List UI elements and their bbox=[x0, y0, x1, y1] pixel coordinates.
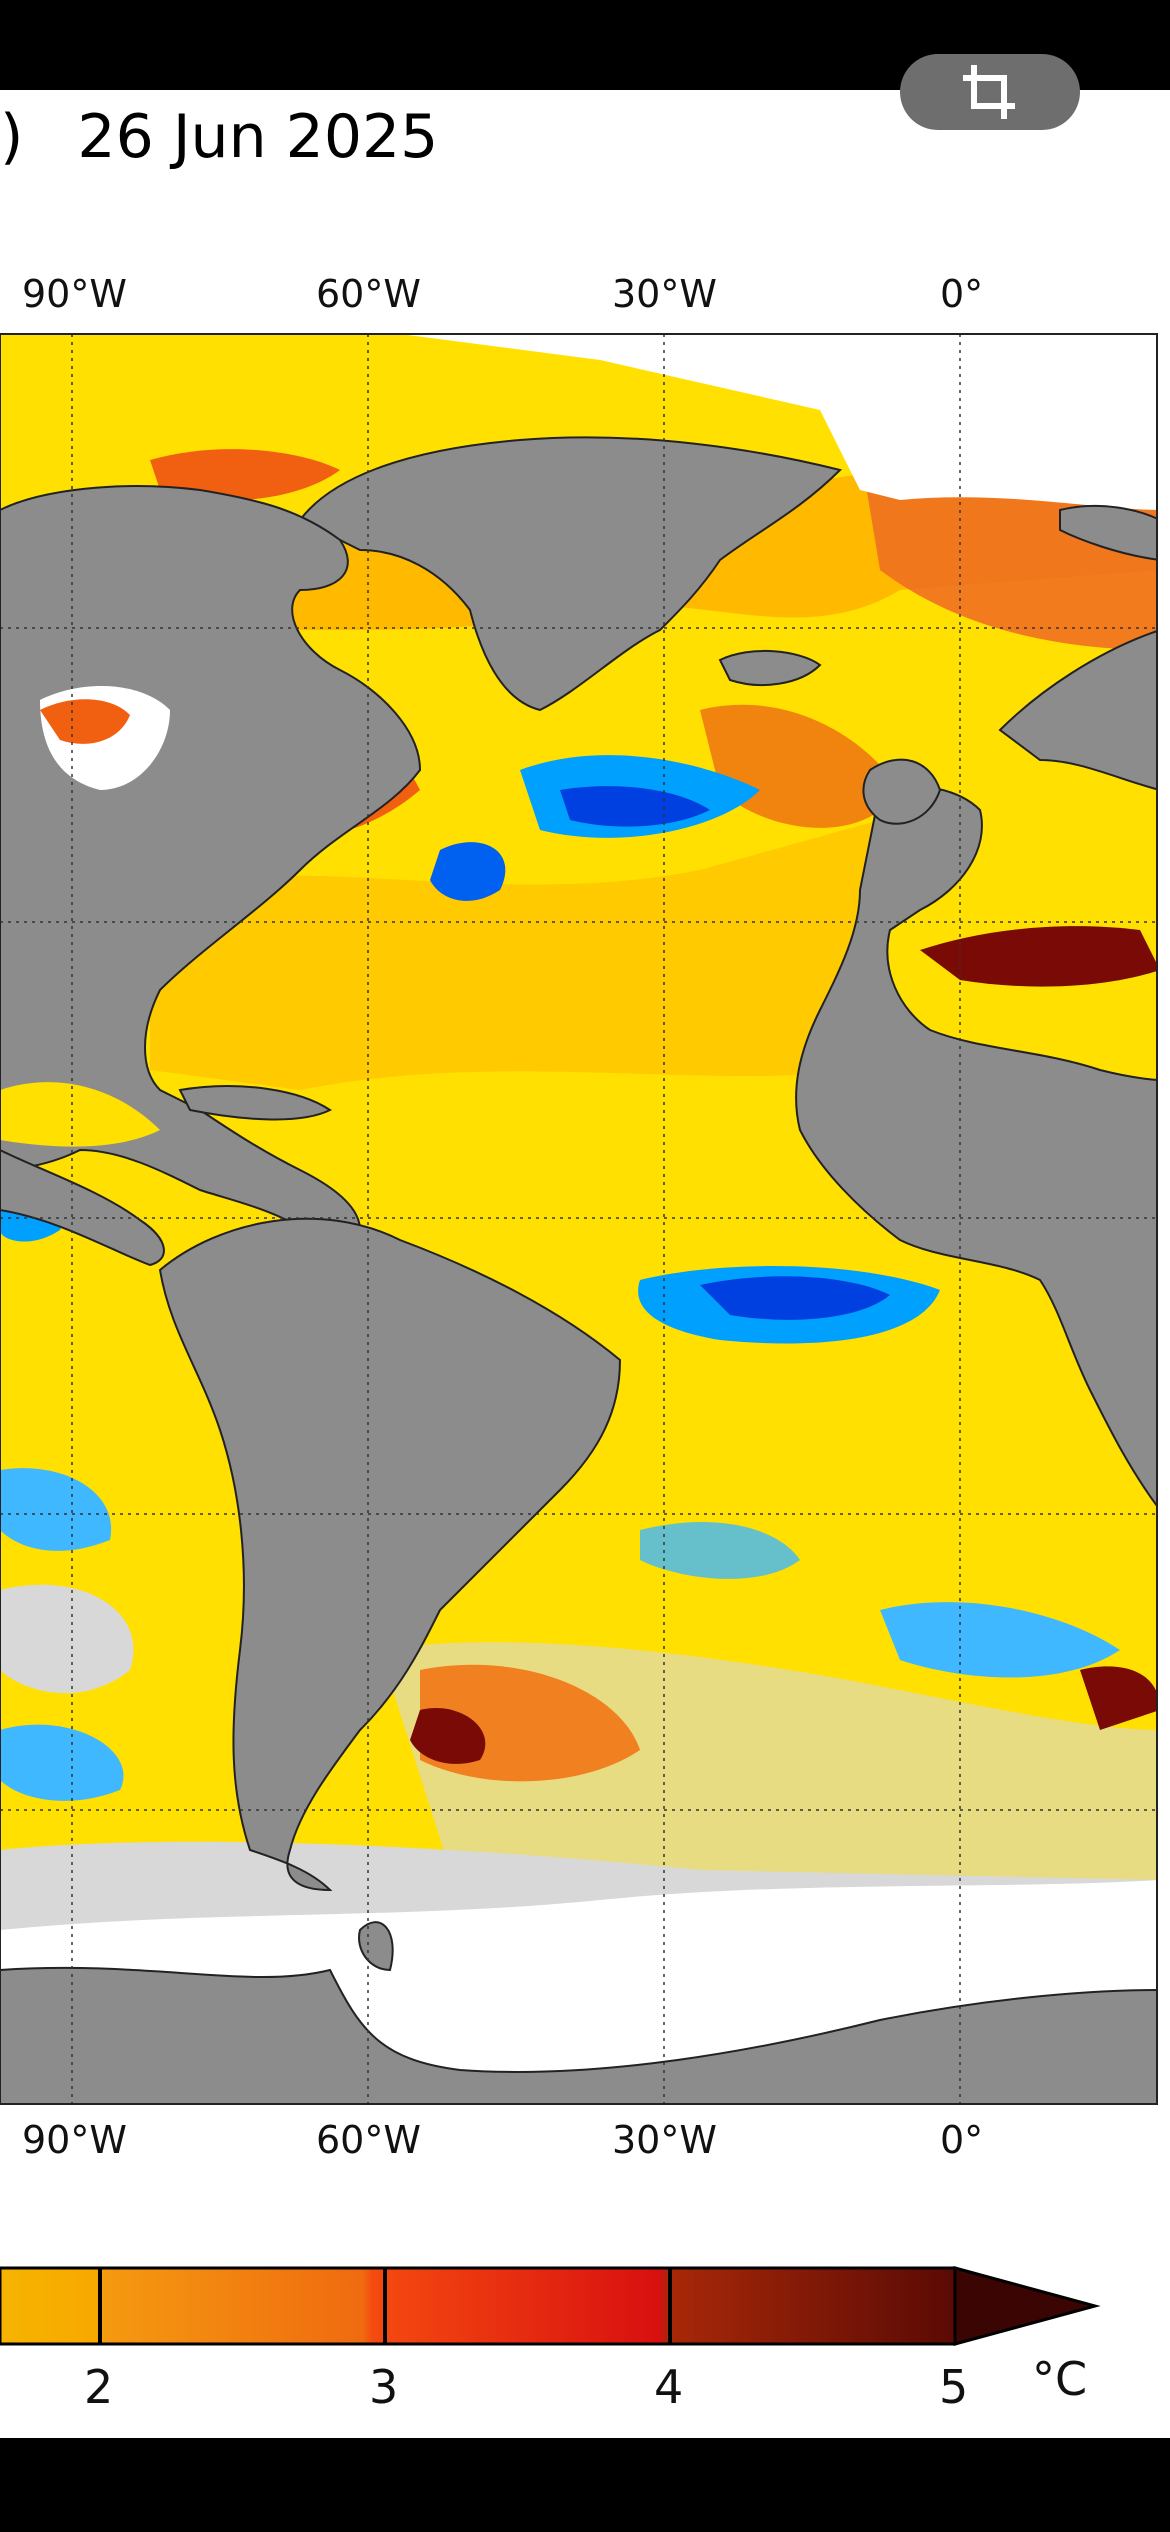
pacific-cold-patch-2 bbox=[0, 1468, 112, 1551]
south-atlantic-cold-patch-2 bbox=[640, 1521, 800, 1579]
colorbar bbox=[0, 2266, 1101, 2346]
pacific-cold-patch-3 bbox=[0, 1724, 124, 1801]
lon-label-top-90w: 90°W bbox=[22, 272, 127, 316]
colorbar-unit: °C bbox=[1032, 2352, 1088, 2406]
lon-label-top-0: 0° bbox=[940, 272, 984, 316]
lon-label-top-60w: 60°W bbox=[316, 272, 421, 316]
colorbar-extend-arrow bbox=[953, 2266, 1101, 2346]
brazil-malvinas-hot-core bbox=[410, 1708, 486, 1764]
antarctica bbox=[0, 1966, 1157, 2104]
svalbard bbox=[1059, 504, 1157, 561]
colorbar-label-5: 5 bbox=[939, 2360, 969, 2414]
crop-icon bbox=[963, 65, 1015, 119]
title-date: 26 Jun 2025 bbox=[77, 102, 439, 172]
lon-label-top-30w: 30°W bbox=[612, 272, 717, 316]
colorbar-label-2: 2 bbox=[84, 2360, 114, 2414]
south-atlantic-cold-patch bbox=[880, 1602, 1120, 1678]
agulhas-hot-core bbox=[1080, 1666, 1157, 1730]
scandinavia bbox=[998, 630, 1157, 791]
gulf-stream-cold-eddy bbox=[430, 842, 506, 901]
bottom-nav-bar bbox=[0, 2438, 1170, 2532]
central-america bbox=[0, 1148, 165, 1267]
colorbar-bar bbox=[0, 2266, 957, 2346]
lon-label-bottom-0: 0° bbox=[940, 2118, 984, 2162]
south-america bbox=[158, 1217, 622, 1892]
map-frame bbox=[0, 333, 1158, 2105]
cuba bbox=[178, 1085, 332, 1121]
map-area bbox=[0, 334, 1157, 2104]
british-isles bbox=[862, 758, 942, 825]
greenland bbox=[298, 436, 842, 712]
hudson-bay-warm bbox=[40, 699, 130, 744]
colorbar-label-4: 4 bbox=[654, 2360, 684, 2414]
arctic-ice bbox=[0, 334, 1157, 510]
europe-africa bbox=[795, 785, 1157, 1508]
map-figure: ) 26 Jun 2025 90°W 60°W 30°W 0° bbox=[0, 90, 1170, 2438]
pacific-neutral-zone bbox=[0, 1584, 134, 1694]
subpolar-cold-core bbox=[560, 786, 710, 827]
iceland bbox=[718, 650, 822, 686]
map-title: ) 26 Jun 2025 bbox=[0, 102, 438, 172]
title-fragment: ) bbox=[0, 102, 24, 172]
colorbar-label-3: 3 bbox=[369, 2360, 399, 2414]
lon-label-bottom-60w: 60°W bbox=[316, 2118, 421, 2162]
gulf-of-mexico bbox=[0, 1082, 160, 1147]
crop-button[interactable] bbox=[900, 54, 1080, 130]
tropical-warm-band bbox=[150, 820, 880, 1090]
equatorial-cold-core bbox=[700, 1276, 890, 1320]
north-america bbox=[0, 485, 422, 1242]
labrador-warm-patch bbox=[150, 449, 340, 501]
sst-anomaly-map bbox=[0, 333, 1158, 2346]
lon-label-bottom-30w: 30°W bbox=[612, 2118, 717, 2162]
mediterranean-hot bbox=[920, 926, 1157, 987]
graticule bbox=[0, 334, 1157, 2104]
lon-label-bottom-90w: 90°W bbox=[22, 2118, 127, 2162]
